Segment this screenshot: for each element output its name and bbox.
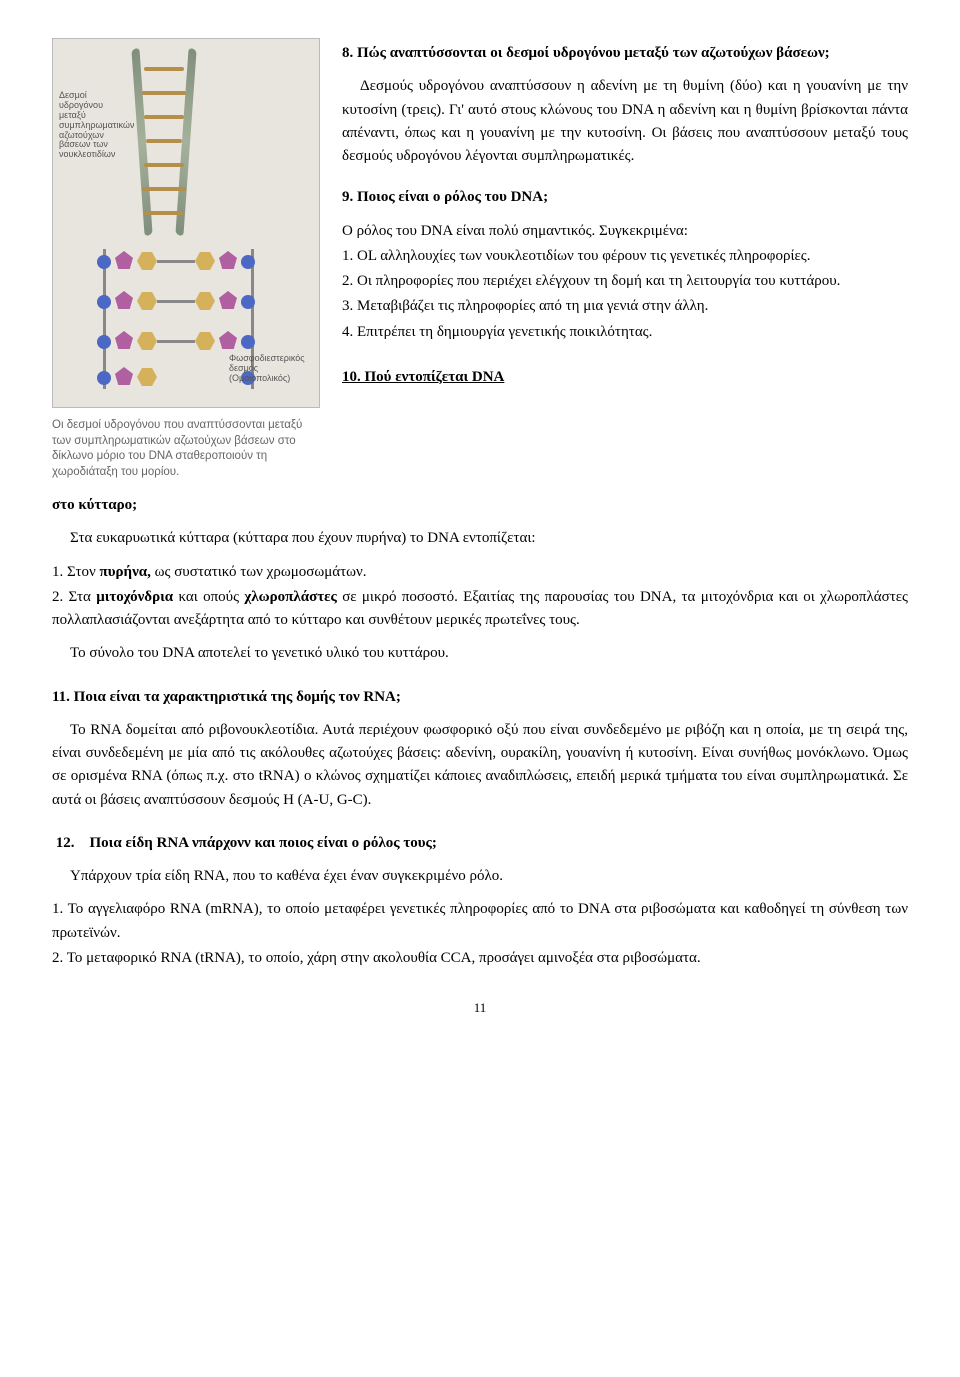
q12-item2: 2. Το μεταφορικό RNA (tRNA), το οποίο, χ…: [52, 947, 908, 970]
q10-item2: 2. Στα μιτοχόνδρια και οπούς χλωροπλάστε…: [52, 586, 908, 633]
figure-caption: Οι δεσμοί υδρογόνου που αναπτύσσονται με…: [52, 418, 320, 480]
q11-body: Το RNA δομείται από ριβονουκλεοτίδια. Αυ…: [52, 719, 908, 812]
q10-title: 10. Πού εντοπίζεται DNA: [342, 369, 504, 385]
q10-item1: 1. Στον πυρήνα, ως συστατικό των χρωμοσω…: [52, 561, 908, 584]
q12-lead: Υπάρχουν τρία είδη RNA, που το καθένα έχ…: [52, 865, 908, 888]
figure-label-bottom: Φωσφοδιεστερικός δεσμός (Ομοιοπολικός): [229, 354, 315, 384]
q12-title: 12. Ποια είδη RNA νπάρχονν και ποιος είν…: [52, 832, 908, 855]
dna-illustration: Δεσμοί υδρογόνου μεταξύ συμπληρωματικών …: [52, 38, 320, 408]
q10-last: Το σύνολο του DNA αποτελεί το γενετικό υ…: [52, 642, 908, 665]
q10-tail: στο κύτταρο;: [52, 497, 137, 513]
q12-item1: 1. Το αγγελιαφόρο RNA (mRNA), το οποίο μ…: [52, 898, 908, 945]
q10-lead: Στα ευκαρυωτικά κύτταρα (κύτταρα που έχο…: [52, 527, 908, 550]
page-number: 11: [52, 998, 908, 1018]
dna-helix: [138, 47, 198, 237]
q11-title: 11. Ποια είναι τα χαρακτηριστικά της δομ…: [52, 686, 908, 709]
figure-label-top: Δεσμοί υδρογόνου μεταξύ συμπληρωματικών …: [59, 91, 131, 160]
dna-figure: Δεσμοί υδρογόνου μεταξύ συμπληρωματικών …: [52, 38, 320, 480]
